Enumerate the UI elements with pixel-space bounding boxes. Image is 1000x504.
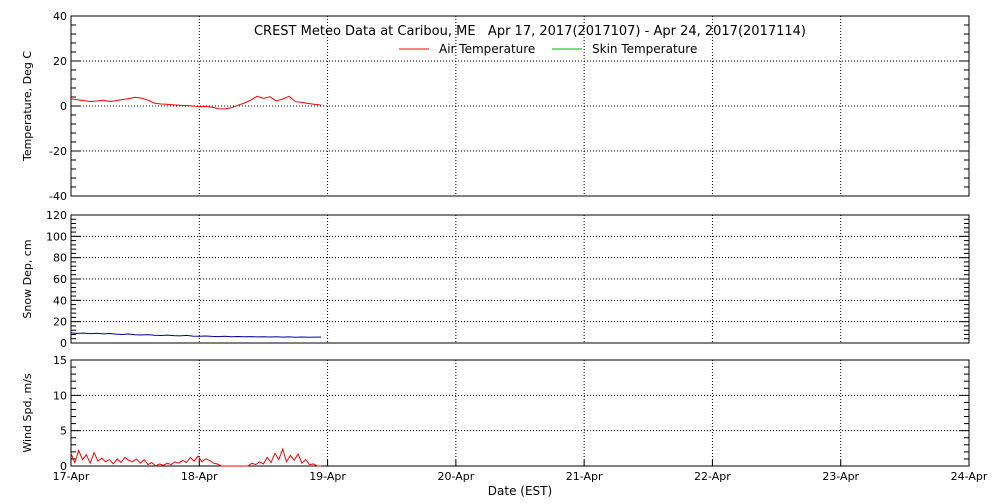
x-tick-label: 20-Apr — [437, 470, 474, 483]
y-tick-label: 40 — [53, 294, 67, 307]
x-tick-label: 22-Apr — [694, 470, 731, 483]
x-tick-label: 23-Apr — [822, 470, 859, 483]
legend-label: Skin Temperature — [592, 42, 697, 56]
plot-frame — [70, 214, 970, 344]
legend-label: Air Temperature — [439, 42, 535, 56]
x-tick-label: 19-Apr — [309, 470, 346, 483]
y-tick-label: 100 — [46, 230, 67, 243]
x-tick-label: 21-Apr — [566, 470, 603, 483]
y-tick-label: 5 — [60, 425, 67, 438]
y-tick-label: 20 — [53, 316, 67, 329]
y-axis-label: Snow Dep, cm — [21, 239, 34, 318]
y-tick-label: 80 — [53, 252, 67, 265]
chart-panel-1: -40 -20 0 20 40 Temperature, Deg C — [21, 10, 970, 203]
x-axis-label: Date (EST) — [488, 484, 552, 498]
chart-legend: Air Temperature Skin Temperature — [399, 42, 697, 56]
y-tick-label: 0 — [60, 460, 67, 473]
y-tick-label: 15 — [53, 354, 67, 367]
x-tick-label: 17-Apr — [53, 470, 90, 483]
chart-panel-2: 0 20 40 60 80 100 120 Snow Dep, cm — [21, 209, 970, 350]
y-tick-label: -20 — [49, 145, 67, 158]
y-axis-label: Temperature, Deg C — [21, 51, 34, 162]
series-line-panel-3 — [70, 447, 322, 467]
chart-panel-3: 0 5 10 15 Wind Spd, m/s — [21, 354, 970, 473]
y-tick-label: 10 — [53, 389, 67, 402]
x-axis: 17-Apr 18-Apr 19-Apr 20-Apr 21-Apr 22-Apr 23-A… — [53, 460, 988, 483]
y-tick-label: -40 — [49, 190, 67, 203]
y-tick-label: 120 — [46, 209, 67, 222]
x-tick-label: 24-Apr — [951, 470, 988, 483]
plot-frame — [70, 15, 970, 197]
y-tick-label: 60 — [53, 273, 67, 286]
series-line-air-temperature — [70, 95, 322, 110]
x-tick-label: 18-Apr — [181, 470, 218, 483]
plot-frame — [70, 359, 970, 467]
y-tick-label: 20 — [53, 55, 67, 68]
y-axis-label: Wind Spd, m/s — [21, 373, 34, 453]
series-line-panel-2 — [70, 332, 322, 338]
y-tick-label: 0 — [60, 337, 67, 350]
y-tick-label: 40 — [53, 10, 67, 23]
y-tick-label: 0 — [60, 100, 67, 113]
chart-title: CREST Meteo Data at Caribou, ME Apr 17, … — [254, 24, 806, 39]
